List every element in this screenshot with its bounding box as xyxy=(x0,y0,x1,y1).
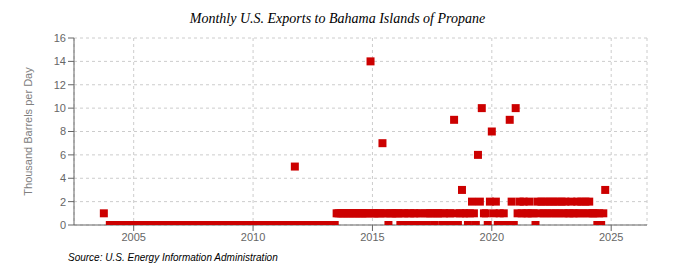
html-text:Source: U.S. Energy Informatio: Source: U.S. Energy Information Administ… xyxy=(68,252,278,263)
svg-text:2010: 2010 xyxy=(241,231,265,243)
svg-text:Thousand Barrels per Day: Thousand Barrels per Day xyxy=(22,67,34,196)
svg-text:4: 4 xyxy=(60,172,66,184)
svg-text:2005: 2005 xyxy=(121,231,145,243)
svg-text:10: 10 xyxy=(54,102,66,114)
svg-text:2025: 2025 xyxy=(599,231,623,243)
html-text:Monthly U.S. Exports to Bahama: Monthly U.S. Exports to Bahama Islands o… xyxy=(189,11,486,26)
svg-text:0: 0 xyxy=(60,219,66,231)
svg-text:2015: 2015 xyxy=(360,231,384,243)
svg-text:6: 6 xyxy=(60,149,66,161)
svg-text:2: 2 xyxy=(60,196,66,208)
svg-text:16: 16 xyxy=(54,32,66,44)
svg-text:14: 14 xyxy=(54,55,66,67)
svg-text:8: 8 xyxy=(60,125,66,137)
svg-text:12: 12 xyxy=(54,79,66,91)
svg-text:2020: 2020 xyxy=(480,231,504,243)
